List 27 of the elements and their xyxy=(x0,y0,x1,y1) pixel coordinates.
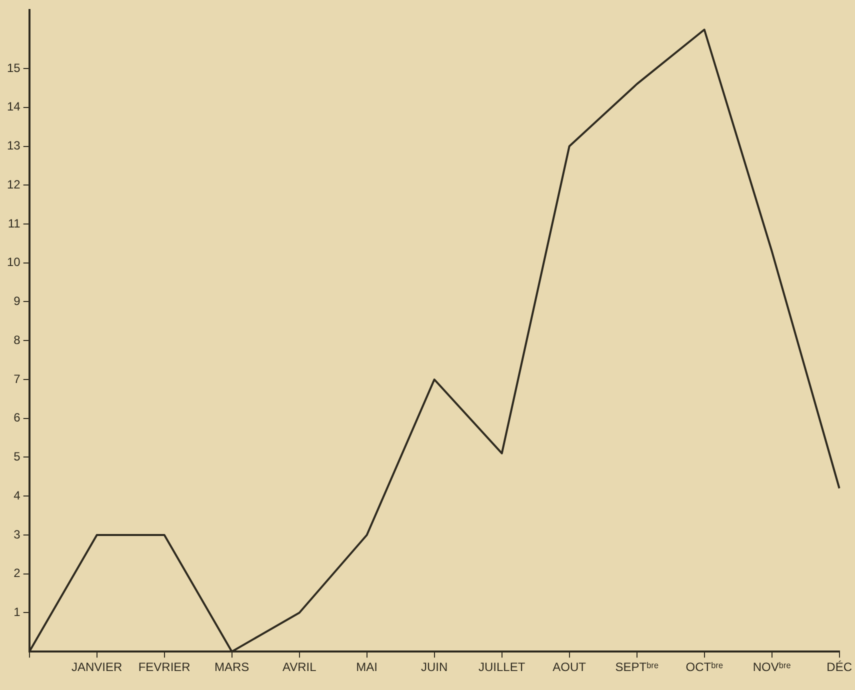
y-tick-label: 5 xyxy=(14,450,21,464)
y-tick-label: 1 xyxy=(14,605,21,620)
y-tick-label: 10 xyxy=(6,255,21,270)
y-tick-label: 11 xyxy=(8,216,21,230)
x-tick-label: MAI xyxy=(356,660,378,674)
y-tick-label: 12 xyxy=(6,177,21,192)
x-tick-label: JANVIER xyxy=(72,660,123,674)
y-tick-label: 14 xyxy=(6,100,21,114)
y-tick-label: 7 xyxy=(14,372,21,386)
y-tick-label: 3 xyxy=(14,527,21,542)
x-tick-label: DÉC xyxy=(826,660,852,674)
y-tick-label: 6 xyxy=(14,410,21,425)
y-tick-label: 9 xyxy=(14,294,21,308)
x-tick-label: JUIN xyxy=(421,660,448,674)
y-tick-label: 8 xyxy=(14,332,21,347)
y-tick-label: 2 xyxy=(14,566,21,580)
x-tick-label: SEPTᵇʳᵉ xyxy=(615,660,659,674)
y-tick-label: 13 xyxy=(6,138,21,153)
x-tick-label: JUILLET xyxy=(478,660,526,674)
x-tick-label: FEVRIER xyxy=(138,660,191,674)
x-tick-label: NOVᵇʳᵉ xyxy=(752,660,792,674)
x-tick-label: OCTᵇʳᵉ xyxy=(686,660,724,674)
y-tick-label: 4 xyxy=(14,488,21,502)
y-tick-label: 15 xyxy=(6,60,21,75)
x-tick-label: AOUT xyxy=(552,660,587,674)
x-tick-label: AVRIL xyxy=(282,660,317,674)
x-tick-label: MARS xyxy=(214,660,250,674)
